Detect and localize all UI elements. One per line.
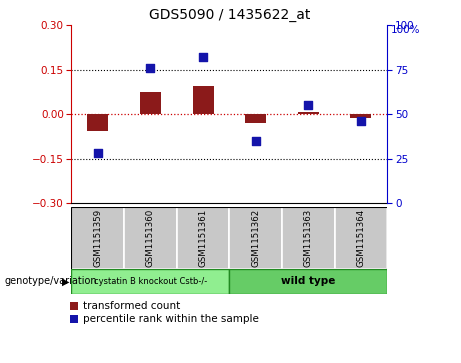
Text: 100%: 100% [390, 25, 420, 36]
Bar [350, 114, 372, 118]
Point [199, 54, 207, 60]
Bar [124, 207, 177, 269]
Text: cystatin B knockout Cstb-/-: cystatin B knockout Cstb-/- [94, 277, 207, 286]
Bar [335, 207, 387, 269]
Text: wild type: wild type [281, 276, 336, 286]
Point [94, 151, 101, 156]
Legend: transformed count, percentile rank within the sample: transformed count, percentile rank withi… [67, 299, 261, 327]
Text: GSM1151359: GSM1151359 [93, 209, 102, 267]
Bar [229, 269, 387, 294]
Point [147, 65, 154, 71]
Text: GSM1151364: GSM1151364 [356, 209, 366, 267]
Bar [245, 114, 266, 123]
Bar [193, 86, 213, 114]
Bar [71, 269, 229, 294]
Text: genotype/variation: genotype/variation [5, 276, 97, 286]
Text: GSM1151362: GSM1151362 [251, 209, 260, 267]
Bar [71, 207, 124, 269]
Text: GSM1151363: GSM1151363 [304, 209, 313, 267]
Text: GSM1151361: GSM1151361 [199, 209, 207, 267]
Point [305, 102, 312, 108]
Title: GDS5090 / 1435622_at: GDS5090 / 1435622_at [148, 8, 310, 22]
Bar [298, 112, 319, 114]
Bar [140, 92, 161, 114]
Bar [177, 207, 229, 269]
Text: ▶: ▶ [62, 276, 70, 286]
Bar [282, 207, 335, 269]
Text: GSM1151360: GSM1151360 [146, 209, 155, 267]
Point [357, 119, 365, 125]
Point [252, 138, 260, 144]
Bar [229, 207, 282, 269]
Bar [87, 114, 108, 131]
